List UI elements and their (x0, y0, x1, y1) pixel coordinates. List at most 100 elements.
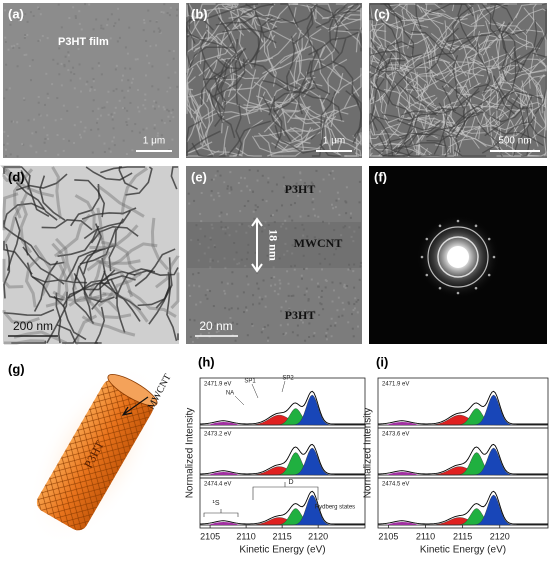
grain (345, 186, 348, 189)
fiber (484, 94, 520, 137)
grain (63, 65, 66, 68)
fiber (251, 135, 301, 154)
fiber (369, 79, 373, 99)
grain (277, 237, 280, 240)
grain (125, 153, 128, 156)
grain (115, 64, 118, 67)
grain (47, 137, 50, 140)
grain (63, 63, 66, 66)
fiber (310, 91, 337, 140)
grain (341, 301, 344, 304)
grain (212, 178, 215, 181)
grain (126, 123, 129, 126)
fiber (86, 259, 141, 272)
fiber (287, 3, 311, 13)
grain (113, 136, 116, 139)
grain (353, 286, 356, 289)
grain (116, 40, 119, 43)
grain (144, 107, 147, 110)
grain (12, 120, 15, 123)
grain (286, 270, 289, 273)
grain (358, 180, 361, 183)
grain (256, 282, 259, 285)
grain (291, 244, 294, 247)
grain (278, 287, 281, 290)
panel-label: (f) (374, 169, 387, 184)
grain (237, 307, 240, 310)
grain (322, 178, 325, 181)
grain (44, 137, 47, 140)
fiber (3, 191, 29, 244)
grain (207, 246, 210, 249)
fiber (441, 85, 480, 119)
grain (16, 155, 19, 158)
grain (195, 175, 198, 178)
grain (297, 194, 300, 197)
grain (18, 46, 21, 49)
grain (74, 15, 77, 18)
grain (198, 285, 201, 288)
fiber (380, 3, 393, 12)
fiber (96, 207, 106, 264)
grain (85, 83, 88, 86)
grain (16, 43, 19, 46)
grain (113, 111, 116, 114)
fiber (381, 114, 419, 153)
grain (332, 207, 335, 210)
grain (241, 223, 244, 226)
grain (58, 73, 61, 76)
fiber (519, 19, 538, 73)
grain (37, 95, 40, 98)
fiber (467, 38, 489, 88)
grain (219, 174, 222, 177)
grain (266, 254, 269, 257)
grain (113, 25, 116, 28)
grain (56, 62, 59, 65)
grain (317, 296, 320, 299)
grain (230, 307, 233, 310)
grain (254, 222, 257, 225)
grain (270, 284, 273, 287)
grain (109, 37, 112, 40)
fiber (120, 167, 149, 216)
fiber (186, 94, 200, 143)
bracket (252, 482, 319, 500)
fiber (224, 3, 274, 29)
grain (254, 204, 257, 207)
fiber (294, 114, 338, 144)
grain (344, 286, 347, 289)
grain (198, 242, 201, 245)
grain (41, 34, 44, 37)
grain (23, 54, 26, 57)
grain (291, 252, 294, 255)
fiber (480, 104, 504, 157)
grain (348, 263, 351, 266)
fiber (437, 6, 491, 20)
grain (137, 106, 140, 109)
grain (131, 149, 134, 152)
fiber (311, 3, 342, 30)
grain (344, 200, 347, 203)
grain (153, 107, 156, 110)
grain (57, 153, 60, 156)
grain (126, 52, 129, 55)
fiber (188, 147, 243, 157)
grain (130, 81, 133, 84)
scale-label: 20 nm (199, 319, 232, 333)
grain (227, 226, 230, 229)
fiber (94, 257, 134, 298)
fiber (482, 55, 521, 93)
grain (13, 44, 16, 47)
grain (263, 227, 266, 230)
grain (80, 28, 83, 31)
grain (242, 291, 245, 294)
grain (306, 235, 309, 238)
grain (243, 177, 246, 180)
grain (153, 100, 156, 103)
grain (46, 37, 49, 40)
grain (282, 333, 285, 336)
grain (237, 181, 240, 184)
fiber (263, 105, 311, 133)
fiber (430, 32, 467, 77)
grain (106, 18, 109, 21)
